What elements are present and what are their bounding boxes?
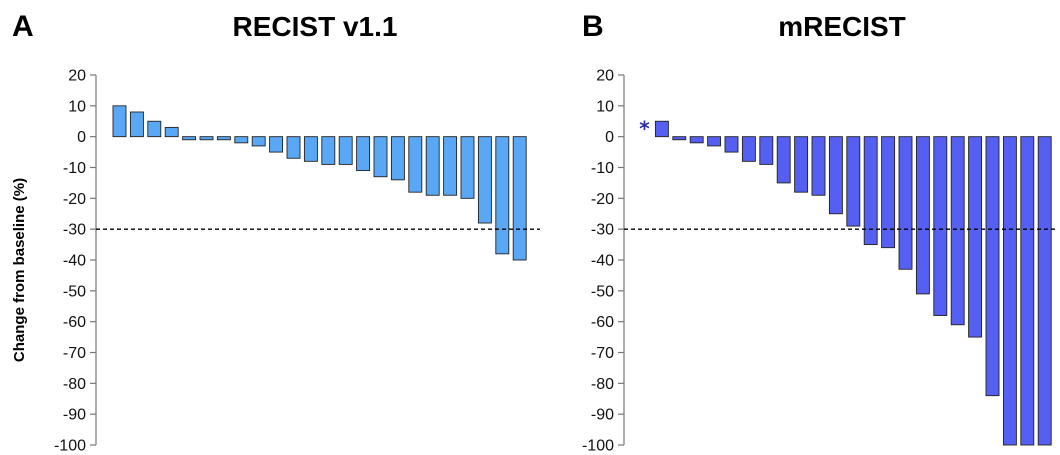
panel-b-bar (881, 136, 896, 249)
panel-b-y-tick-label: -20 (591, 191, 614, 208)
panel-b-y-tick-label: -10 (591, 160, 614, 177)
panel-a-y-tick-label: -50 (63, 283, 86, 300)
panel-a-bar (286, 136, 301, 159)
panel-a-y-tick-label: 0 (77, 129, 86, 146)
panel-a-letter: A (12, 10, 34, 43)
panel-a-plot: 20 10 0 -10 -20 -30 -40 -50 -60 -70 -80 -90 -100 (54, 68, 540, 455)
panel-b-y-tick-label: -50 (591, 283, 614, 300)
panel-b-y-tick-label: -80 (591, 376, 614, 393)
panel-b-plot: 20 10 0 -10 -20 -30 -40 -50 -60 -70 -80 -90 -100 * (582, 68, 1056, 455)
panel-b-y-tick-label: -100 (582, 438, 614, 455)
panel-b-bar (863, 136, 878, 246)
panel-b-y-tick-label: -70 (591, 345, 614, 362)
panel-a-y-tick-label: -70 (63, 345, 86, 362)
panel-b-y-tick-label: -40 (591, 253, 614, 270)
panel-a-bar (199, 136, 214, 141)
panel-b-y-tick-label: 10 (596, 98, 614, 115)
panel-b-bar (828, 136, 843, 215)
panel-a-y-tick-label: -80 (63, 376, 86, 393)
panel-a-bar (216, 136, 231, 141)
panel-b-bar (794, 136, 809, 193)
panel-b-bar (933, 136, 948, 316)
panel-a-bar (425, 136, 440, 196)
panel-b-letter: B (582, 10, 604, 43)
panel-b-bar (898, 136, 913, 270)
panel-a-y-axis-title: Change from baseline (%) (11, 178, 28, 362)
panel-a-y-tick-label: -30 (63, 222, 86, 239)
panel-b-bar (985, 136, 1000, 397)
panel-b-title: mRECIST (778, 11, 906, 42)
panel-b-y-tick-label: -90 (591, 407, 614, 424)
panel-b-bar (811, 136, 826, 196)
panel-a-bar (512, 136, 527, 261)
panel-a-bar (408, 136, 423, 193)
panel-a-title: RECIST v1.1 (233, 11, 398, 42)
panel-b-y-tick-label: 0 (605, 129, 614, 146)
panel-a-bar (112, 105, 127, 138)
panel-a-bar (495, 136, 510, 255)
panel-a-bar (269, 136, 284, 153)
panel-b-bar (950, 136, 965, 326)
panel-a-bar (460, 136, 475, 199)
panel-b-y-tick-label: -60 (591, 314, 614, 331)
panel-b-bar (1002, 136, 1017, 446)
panel-a-bar (477, 136, 492, 224)
panel-a-bar (321, 136, 336, 165)
panel-a-bar (164, 126, 179, 138)
panel-b-y-tick-label: -30 (591, 222, 614, 239)
panel-a-bar (338, 136, 353, 165)
panel-b-bar (1020, 136, 1035, 446)
panel-a-bar (443, 136, 458, 196)
panel-a-y-tick-label: 20 (68, 68, 86, 85)
panel-a-bar (390, 136, 405, 181)
panel-a-y-tick-label: -60 (63, 314, 86, 331)
panel-a-bar (356, 136, 371, 172)
panel-b-bar (968, 136, 983, 338)
panel-b-bar (915, 136, 930, 295)
panel-b-bar (846, 136, 861, 227)
panel-a-y-tick-label: -10 (63, 160, 86, 177)
panel-a-y-tick-label: -100 (54, 438, 86, 455)
panel-b-bar (654, 120, 669, 138)
panel-a-bar (129, 111, 144, 138)
panel-a-bar (234, 136, 249, 144)
panel-a-bar (373, 136, 388, 178)
panel-b-bar (672, 136, 687, 141)
panel-b-bar (689, 136, 704, 144)
panel-b-bar (741, 136, 756, 162)
panel-a-y-tick-label: 10 (68, 98, 86, 115)
panel-a-bar (303, 136, 318, 162)
panel-b-y-tick-label: 20 (596, 68, 614, 85)
panel-b-bar (724, 136, 739, 153)
panel-b-bar (776, 136, 791, 184)
panel-b-bar (759, 136, 774, 165)
panel-a-y-tick-label: -90 (63, 407, 86, 424)
panel-a-bar (251, 136, 266, 147)
panel-b-annotation-star: * (639, 117, 650, 141)
panel-a-bar (147, 120, 162, 138)
panel-a-y-tick-label: -40 (63, 253, 86, 270)
panel-b-bar (1037, 136, 1052, 446)
panel-b-bar (707, 136, 722, 147)
panel-a-y-tick-label: -20 (63, 191, 86, 208)
panel-a-bar (182, 136, 197, 141)
